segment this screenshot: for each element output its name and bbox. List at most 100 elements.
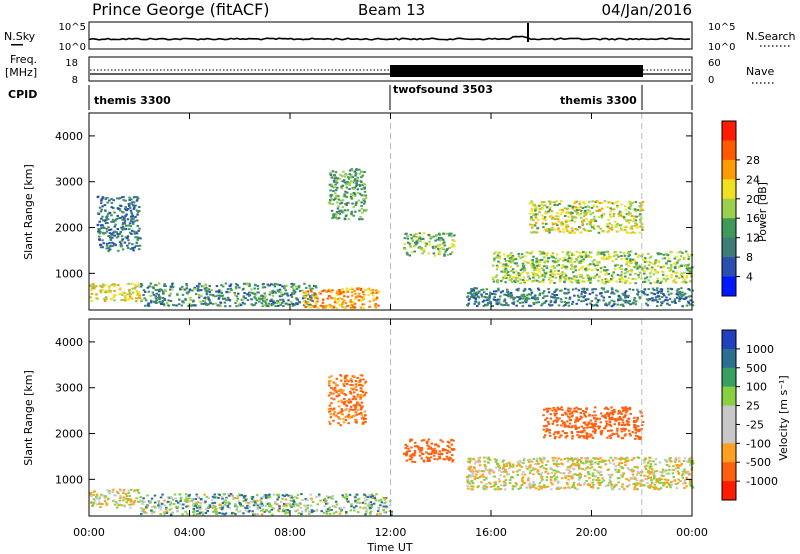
power-cell: [294, 302, 298, 305]
velocity-cell: [213, 501, 217, 504]
power-cell: [564, 226, 568, 229]
velocity-cell: [199, 502, 203, 505]
velocity-cell: [554, 478, 557, 481]
velocity-cell: [569, 487, 572, 489]
power-cell: [606, 206, 609, 209]
power-cell: [495, 268, 499, 271]
power-cell: [128, 199, 131, 201]
velocity-cell: [539, 459, 543, 462]
power-cell: [236, 297, 240, 300]
power-cell: [597, 253, 600, 255]
power-cell: [477, 296, 480, 299]
velocity-cell: [484, 488, 488, 491]
power-cell: [122, 217, 126, 220]
velocity-cell: [483, 484, 486, 487]
power-cell: [340, 187, 344, 190]
power-cell: [160, 289, 164, 292]
power-cell: [165, 301, 169, 304]
power-cell: [674, 281, 678, 284]
colorbar-tick-label: 24: [746, 173, 760, 186]
velocity-cell: [504, 479, 508, 482]
power-cell: [567, 291, 571, 294]
velocity-cell: [354, 500, 357, 503]
power-cell: [605, 271, 608, 274]
velocity-cell: [427, 445, 431, 448]
power-cell: [685, 267, 689, 270]
power-cell: [276, 300, 279, 303]
power-cell: [668, 304, 671, 307]
power-cell: [533, 209, 537, 212]
power-cell: [542, 281, 545, 283]
velocity-cell: [289, 504, 292, 507]
power-cell: [263, 292, 266, 295]
power-cell: [664, 280, 668, 283]
power-cell: [685, 304, 689, 307]
power-cell: [305, 290, 308, 293]
velocity-cell: [520, 484, 524, 486]
velocity-cell: [654, 463, 657, 466]
velocity-cell: [496, 463, 500, 466]
velocity-cell: [485, 486, 489, 489]
power-cell: [586, 223, 589, 226]
power-cell: [414, 241, 417, 244]
power-cell: [541, 201, 544, 204]
velocity-cell: [499, 474, 502, 477]
velocity-cell: [356, 498, 360, 501]
power-cell: [351, 176, 354, 179]
power-cell: [625, 268, 628, 270]
power-cell: [543, 217, 546, 220]
power-cell: [105, 227, 108, 230]
power-cell: [135, 236, 138, 239]
power-cell: [559, 258, 562, 260]
power-cell: [367, 293, 370, 296]
velocity-cell: [571, 435, 574, 438]
power-cell: [302, 300, 306, 303]
power-cell: [434, 239, 437, 242]
velocity-cell: [607, 473, 611, 476]
power-cell: [113, 299, 116, 302]
power-cell: [604, 291, 607, 294]
power-cell: [415, 243, 418, 246]
power-cell: [358, 295, 361, 298]
velocity-cell: [345, 512, 348, 515]
power-cell: [228, 291, 231, 293]
power-cell: [210, 289, 214, 292]
velocity-cell: [170, 507, 173, 510]
power-cell: [616, 200, 620, 203]
power-cell: [221, 285, 225, 288]
velocity-cell: [548, 431, 551, 434]
power-cell: [167, 299, 170, 302]
power-cell: [583, 212, 586, 215]
velocity-cell: [416, 445, 419, 448]
power-cell: [362, 202, 366, 205]
power-cell: [453, 240, 456, 242]
power-cell: [631, 220, 635, 223]
power-cell: [641, 201, 645, 203]
power-cell: [364, 210, 367, 212]
velocity-cell: [636, 467, 639, 470]
velocity-cell: [351, 398, 355, 401]
velocity-cell: [532, 457, 536, 460]
velocity-cell: [591, 478, 595, 481]
velocity-cell: [306, 504, 310, 507]
power-cell: [349, 288, 352, 291]
power-cell: [163, 283, 166, 286]
power-cell: [592, 304, 595, 307]
velocity-cell: [544, 485, 548, 488]
power-cell: [186, 292, 189, 295]
velocity-cell: [488, 481, 491, 484]
power-cell: [152, 293, 156, 296]
velocity-cell: [625, 456, 629, 459]
velocity-cell: [502, 464, 506, 467]
velocity-cell: [164, 508, 168, 511]
power-data: [89, 113, 695, 310]
power-cell: [414, 236, 418, 239]
power-cell: [334, 215, 337, 218]
velocity-cell: [319, 499, 322, 502]
power-cell: [567, 254, 571, 257]
velocity-cell: [252, 513, 255, 516]
velocity-cell: [192, 504, 195, 507]
power-cell: [606, 290, 609, 293]
power-cell: [516, 280, 520, 283]
power-cell: [535, 264, 539, 267]
